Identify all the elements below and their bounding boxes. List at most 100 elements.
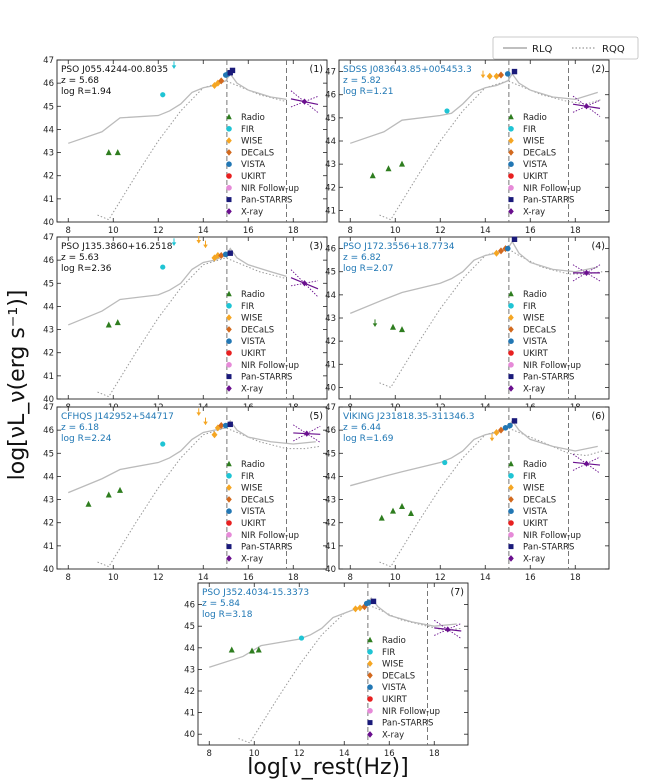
legend-marker-x-ray <box>226 208 232 215</box>
y-tick-label: 43 <box>43 149 54 159</box>
legend-label-decals: DECaLS <box>241 325 274 335</box>
legend-label-vista: VISTA <box>241 160 265 170</box>
legend-label-x-ray: X-ray <box>241 384 263 394</box>
panstarrs-point <box>227 421 233 428</box>
y-axis-label: log[νL_ν(erg s⁻¹)] <box>5 290 30 481</box>
y-tick-label: 47 <box>325 403 336 413</box>
wise-point <box>486 72 493 80</box>
legend-marker-vista <box>508 161 514 167</box>
legend-marker-fir <box>226 126 232 132</box>
panel-frame <box>338 236 610 400</box>
legend-label-nir-follow-up: NIR Follow-up <box>241 361 299 371</box>
y-tick-label: 40 <box>325 565 336 575</box>
panstarrs-point <box>370 598 377 605</box>
legend-marker-fir <box>508 473 514 479</box>
y-tick-label: 43 <box>325 496 336 506</box>
fir-point <box>298 635 305 641</box>
panstarrs-point <box>229 67 236 74</box>
legend-label-vista: VISTA <box>523 160 547 170</box>
x-tick-label: 16 <box>243 573 254 583</box>
vista-point <box>222 422 229 429</box>
legend-label-ukirt: UKIRT <box>241 349 267 359</box>
legend-label-decals: DECaLS <box>241 495 274 505</box>
legend-marker-pan-starrs <box>508 544 514 550</box>
y-tick-label: 47 <box>43 56 54 66</box>
panel-2: 8 10 12 14 16 18 41 42 43 44 45 46 47 SDSS J083643.85… <box>325 59 610 236</box>
y-tick-label: 45 <box>184 622 195 632</box>
legend-marker-vista <box>508 338 514 345</box>
panels-group: 8 10 12 14 16 18 40 41 42 43 44 45 46 47 PSO J055.4244… <box>43 56 610 759</box>
legend-label-radio: Radio <box>241 290 265 300</box>
y-tick-label: 47 <box>325 68 336 78</box>
rlq-template-line <box>350 72 598 144</box>
x-tick-label: 18 <box>570 573 581 583</box>
legend-label-nir-follow-up: NIR Follow-up <box>523 531 581 541</box>
panel-logR: log R=2.36 <box>61 264 112 274</box>
radio-point <box>399 160 405 167</box>
legend-label-fir: FIR <box>382 648 395 658</box>
legend-label-wise: WISE <box>241 484 263 494</box>
legend-label-ukirt: UKIRT <box>523 349 549 359</box>
legend-marker-radio <box>367 636 373 643</box>
y-tick-label: 41 <box>43 542 54 552</box>
legend-marker-radio <box>226 290 232 297</box>
y-tick-label: 40 <box>184 730 195 740</box>
x-tick-label: 14 <box>339 749 350 759</box>
y-tick-label: 42 <box>325 337 336 347</box>
y-tick-label: 45 <box>43 102 54 112</box>
legend-label-fir: FIR <box>523 472 536 482</box>
legend-label-vista: VISTA <box>523 507 547 517</box>
radio-point <box>385 165 392 172</box>
y-tick-label: 40 <box>43 218 54 228</box>
legend-marker-decals <box>508 496 514 503</box>
legend-marker-ukirt <box>508 173 514 179</box>
legend-label-pan-starrs: Pan-STARRS <box>523 373 574 383</box>
legend-marker-decals <box>226 496 232 503</box>
fir-point <box>160 264 166 270</box>
x-axis-label: log[ν_rest(Hz)] <box>247 755 408 780</box>
y-tick-label: 45 <box>43 279 54 289</box>
fir-point <box>160 441 166 447</box>
x-tick-label: 18 <box>570 226 581 236</box>
y-tick-label: 43 <box>325 160 336 170</box>
legend-label-wise: WISE <box>241 314 263 324</box>
legend-marker-decals <box>226 149 232 156</box>
y-tick-label: 44 <box>184 644 195 654</box>
radio-point <box>399 326 405 333</box>
x-tick-label: 14 <box>480 226 491 236</box>
legend-label-nir-follow-up: NIR Follow-up <box>382 707 440 717</box>
x-tick-label: 12 <box>153 226 164 236</box>
panel-frame <box>338 59 610 223</box>
panel-number: (2) <box>592 64 605 75</box>
panel-redshift: z = 5.82 <box>343 76 381 86</box>
panel-number: (3) <box>310 241 323 252</box>
x-tick-label: 18 <box>288 226 299 236</box>
y-tick-label: 43 <box>43 496 54 506</box>
xray-error-upper <box>290 95 319 108</box>
y-tick-label: 42 <box>325 183 336 193</box>
legend-label-radio: Radio <box>523 460 547 470</box>
legend-marker-wise <box>508 314 514 321</box>
legend-label-nir-follow-up: NIR Follow-up <box>241 531 299 541</box>
y-tick-label: 44 <box>325 472 336 482</box>
legend-marker-pan-starrs <box>226 374 232 380</box>
radio-point <box>105 491 112 498</box>
y-tick-label: 40 <box>325 383 336 393</box>
legend-marker-fir <box>226 303 232 309</box>
radio-point <box>117 486 123 493</box>
y-tick-label: 44 <box>43 125 54 135</box>
wise-point <box>493 72 500 80</box>
legend-marker-nir-follow-up <box>508 185 514 191</box>
y-tick-label: 45 <box>325 114 336 124</box>
legend-label-radio: Radio <box>382 636 406 646</box>
x-tick-label: 18 <box>429 749 440 759</box>
vista-point <box>222 251 229 258</box>
legend-label-fir: FIR <box>241 125 254 135</box>
panel-logR: log R=3.18 <box>202 610 253 620</box>
legend-rqq-label: RQQ <box>602 44 625 55</box>
panel-number: (4) <box>592 241 605 252</box>
y-tick-label: 45 <box>325 268 336 278</box>
legend-marker-wise <box>226 484 232 491</box>
y-tick-label: 41 <box>43 195 54 205</box>
rlq-template-line <box>209 597 457 668</box>
